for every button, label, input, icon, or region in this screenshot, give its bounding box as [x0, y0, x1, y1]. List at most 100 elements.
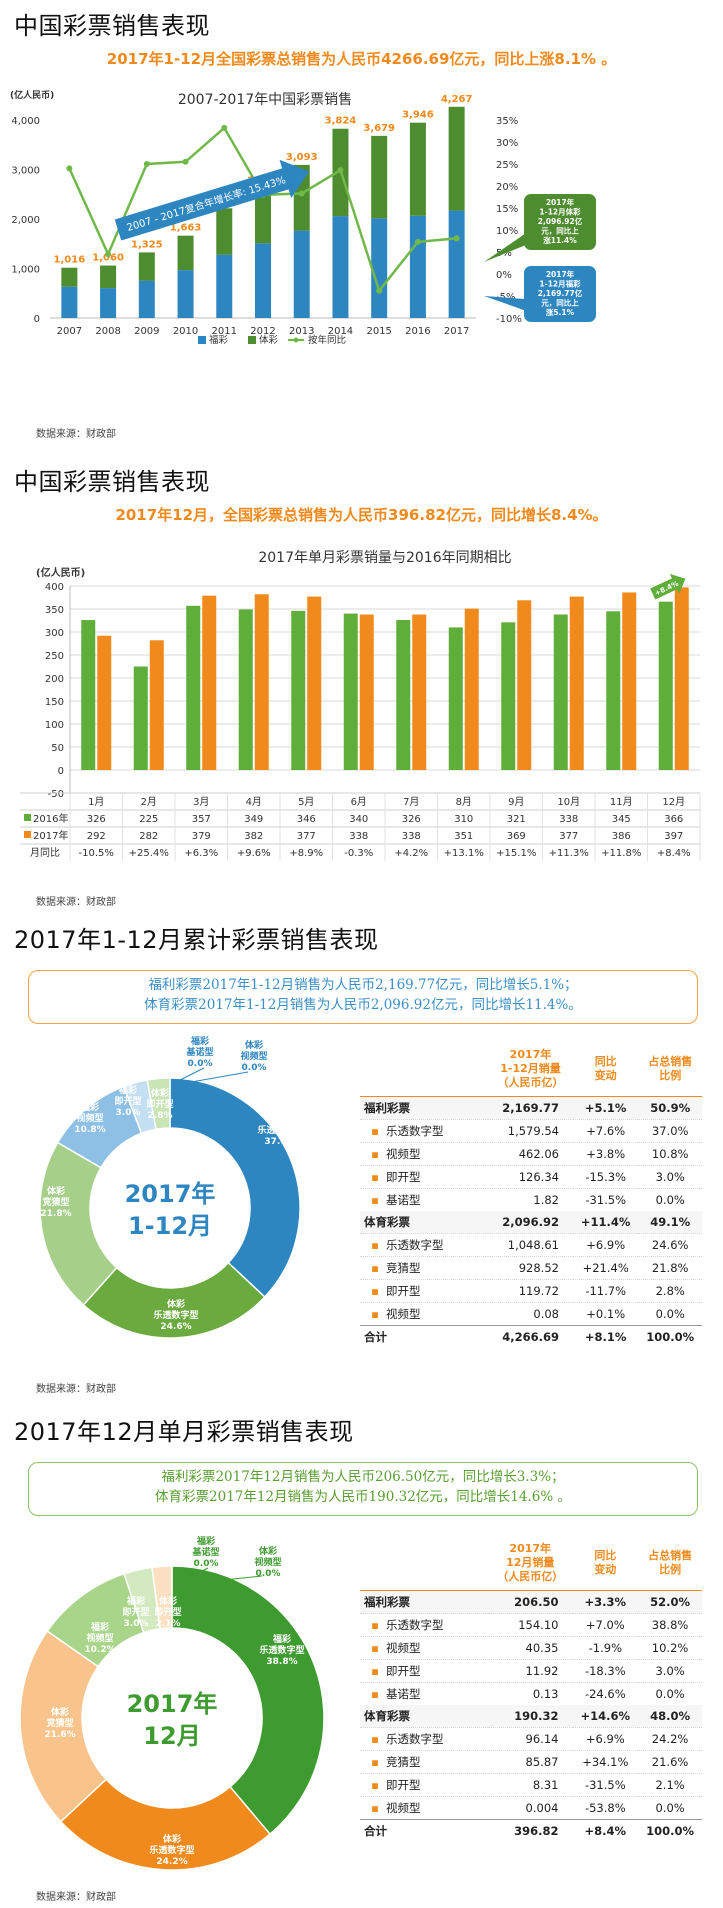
source-note-1: 数据来源：财政部 [36, 429, 116, 440]
donut-slice-label: 福彩 [118, 1084, 137, 1096]
chart2-y-unit: (亿人民币) [36, 566, 85, 579]
table-cell-change: -31.5% [572, 1773, 639, 1797]
chart2-table-2016: 349 [244, 814, 263, 825]
donut-slice-label: 体彩 [245, 1039, 263, 1051]
bullet-icon: ▪ [371, 1261, 379, 1275]
chart2-bar-2016 [238, 609, 253, 770]
chart1-y2-tick: -10% [496, 314, 522, 325]
chart2-bar-2016 [186, 605, 201, 770]
table-row: ▪ 即开型 11.92 -18.3% 3.0% [360, 1659, 702, 1683]
table-cell-share: 100.0% [638, 1325, 702, 1348]
table-cell-share: 52.0% [638, 1590, 702, 1614]
table-row-label: ▪ 乐透数字型 [360, 1727, 488, 1751]
table-row-label: ▪ 即开型 [360, 1165, 488, 1189]
chart1-x-tick: 2016 [405, 326, 430, 337]
chart2-x-tick: 5月 [298, 796, 314, 808]
chart1-total-label: 3,824 [325, 116, 357, 127]
chart1-callout-sports-text: 元，同比上 [541, 226, 579, 236]
donut-slice-label: 37.0% [264, 1137, 295, 1147]
chart1-callout-welfare-pointer [484, 296, 534, 314]
chart1-bar-sports [138, 252, 155, 281]
donut-slice-label: 福彩 [270, 1113, 289, 1125]
table-cell-change: +7.6% [572, 1119, 639, 1143]
table-cell-change: -53.8% [572, 1796, 639, 1820]
chart1-bar-welfare [61, 286, 78, 318]
chart1-legend-yoy-dot [293, 337, 299, 343]
chart2-title: 2017年单月彩票销量与2016年同期相比 [258, 550, 511, 566]
table-cell-sales: 126.34 [488, 1165, 573, 1189]
donut-slice-label: 10.2% [84, 1645, 115, 1655]
chart1-y2-tick: 30% [496, 138, 518, 149]
table-row: ▪ 竞猜型 928.52 +21.4% 21.8% [360, 1256, 702, 1280]
chart2-table-yoy: +25.4% [129, 848, 169, 859]
chart2-table-yoy: +8.4% [657, 848, 691, 859]
bullet-icon: ▪ [371, 1664, 379, 1678]
chart1-x-tick: 2012 [250, 326, 275, 337]
donut-slice [59, 1778, 272, 1871]
chart2-x-tick: 8月 [456, 796, 472, 808]
chart1-y2-tick: 0% [496, 270, 512, 281]
donut-slice-label: 3.0% [124, 1619, 149, 1629]
ytd-sales-table: 2017年 1-12月销量 （人民币亿） 同比 变动 占总销售 比例 福利彩票 2,169.77… [360, 1042, 702, 1348]
table-row: ▪ 视频型 462.06 +3.8% 10.8% [360, 1142, 702, 1166]
table-cell-change: +34.1% [572, 1750, 639, 1774]
table-cell-sales: 2,096.92 [488, 1211, 573, 1234]
chart2-table-yoy: +11.3% [549, 848, 589, 859]
chart1-y2-tick: 10% [496, 226, 518, 237]
table-cell-share: 2.8% [638, 1279, 702, 1303]
chart1-callout-welfare-text: 元，同比上 [541, 298, 579, 308]
chart1-legend-sports-swatch [248, 336, 256, 344]
donut-slice-label: 0.0% [194, 1559, 219, 1569]
chart1-bar-welfare [177, 270, 194, 318]
chart2-bar-2016 [501, 622, 516, 770]
table-cell-share: 10.8% [638, 1142, 702, 1166]
donut-slice-label: 0.0% [188, 1059, 213, 1069]
donut-slice-label: 体彩 [259, 1545, 277, 1557]
chart1-total-label: 1,325 [131, 239, 163, 250]
chart2-bar-2017 [412, 614, 427, 770]
chart2-table-2016: 225 [139, 814, 158, 825]
bullet-icon: ▪ [371, 1147, 379, 1161]
donut-slice-label: 体彩 [151, 1087, 169, 1099]
table-cell-change: +14.6% [572, 1705, 639, 1728]
table-row-label: ▪ 乐透数字型 [360, 1233, 488, 1257]
table-cell-change: +21.4% [572, 1256, 639, 1280]
bullet-icon: ▪ [371, 1307, 379, 1321]
donut-slice-label: 0.0% [242, 1063, 267, 1073]
donut-slice-label: 乐透数字型 [153, 1309, 198, 1321]
bullet-icon: ▪ [371, 1170, 379, 1184]
table-header-cell: 2017年 1-12月销量 （人民币亿） [488, 1042, 573, 1097]
chart1-yoy-point [298, 190, 305, 197]
table-row-label: 体育彩票 [360, 1211, 488, 1234]
table-cell-sales: 1,048.61 [488, 1233, 573, 1257]
table-row: 合计 4,266.69 +8.1% 100.0% [360, 1325, 702, 1348]
table-cell-change: -15.3% [572, 1165, 639, 1189]
table-header-row: 2017年 1-12月销量 （人民币亿） 同比 变动 占总销售 比例 [360, 1042, 702, 1097]
chart1-callout-welfare-text: 涨5.1% [546, 307, 575, 317]
chart1-yoy-point [221, 124, 228, 131]
donut-center-line1: 2017年 [127, 1690, 218, 1718]
table-cell-share: 24.6% [638, 1233, 702, 1257]
bullet-icon: ▪ [371, 1641, 379, 1655]
donut-slice-label: 体彩 [47, 1185, 65, 1197]
chart1-yoy-point [66, 165, 73, 172]
chart1-x-tick: 2013 [289, 326, 314, 337]
donut-slice-label: 基诺型 [185, 1046, 213, 1058]
chart1-bar-welfare [138, 280, 155, 318]
table-header-blank [360, 1042, 488, 1097]
donut-slice-label: 38.8% [266, 1657, 297, 1667]
table-row: ▪ 即开型 119.72 -11.7% 2.8% [360, 1279, 702, 1303]
chart2-table-yoy-label: 月同比 [30, 847, 60, 859]
source-note-2: 数据来源：财政部 [36, 897, 116, 908]
donut-slice-label: 体彩 [159, 1595, 177, 1607]
chart2-table-yoy: +4.2% [394, 848, 428, 859]
table-cell-share: 50.9% [638, 1096, 702, 1120]
chart2-table-2017: 377 [559, 831, 578, 842]
chart1-title: 2007-2017年中国彩票销售 [178, 92, 352, 108]
donut1-leader [179, 1071, 249, 1085]
chart2-bar-2016 [553, 614, 568, 770]
chart2-bar-2017 [97, 635, 112, 770]
chart1-legend-welfare: 福彩 [209, 334, 229, 346]
table-cell-sales: 2,169.77 [488, 1096, 573, 1120]
table-row: ▪ 基诺型 0.13 -24.6% 0.0% [360, 1682, 702, 1705]
